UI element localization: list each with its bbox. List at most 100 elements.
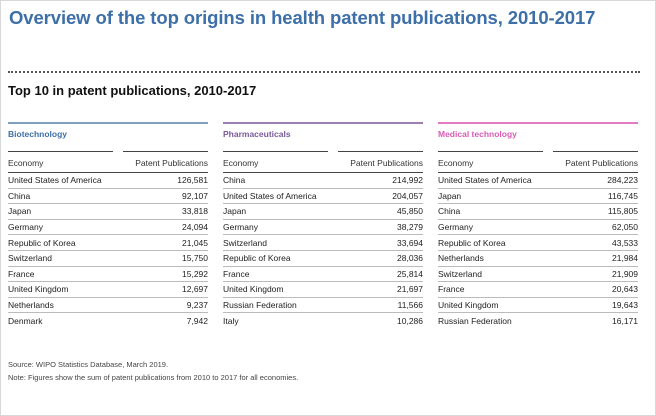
- value-cell: 43,533: [612, 237, 638, 248]
- value-cell: 284,223: [607, 175, 638, 186]
- economy-cell: Russian Federation: [438, 315, 512, 326]
- table-row: France 25,814: [223, 267, 423, 283]
- value-cell: 126,581: [177, 175, 208, 186]
- table-row: China 115,805: [438, 204, 638, 220]
- table-row: Russian Federation 11,566: [223, 298, 423, 314]
- dotted-divider: [8, 71, 640, 73]
- value-cell: 9,237: [186, 300, 208, 311]
- economy-cell: Switzerland: [223, 237, 267, 248]
- panel-accent-rule: [8, 122, 208, 124]
- value-cell: 11,566: [397, 300, 423, 311]
- table-body: China 214,992 United States of America 204…: [223, 172, 423, 328]
- table-row: United States of America 204,057: [223, 189, 423, 205]
- economy-cell: Japan: [8, 206, 32, 217]
- economy-header: Economy: [8, 158, 44, 168]
- medical-technology-panel: Medical technology Economy Patent Public…: [438, 122, 638, 328]
- economy-cell: Republic of Korea: [438, 237, 506, 248]
- table-row: France 20,643: [438, 282, 638, 298]
- value-cell: 33,694: [397, 237, 423, 248]
- economy-cell: United States of America: [438, 175, 532, 186]
- economy-cell: Netherlands: [438, 253, 484, 264]
- column-headers: Economy Patent Publications: [223, 151, 423, 168]
- economy-cell: Japan: [438, 190, 462, 201]
- table-row: United Kingdom 21,697: [223, 282, 423, 298]
- table-row: United Kingdom 12,697: [8, 282, 208, 298]
- value-cell: 7,942: [186, 315, 208, 326]
- value-cell: 15,750: [182, 253, 208, 264]
- pharmaceuticals-panel: Pharmaceuticals Economy Patent Publicati…: [223, 122, 423, 328]
- table-row: Russian Federation 16,171: [438, 313, 638, 328]
- page-title: Overview of the top origins in health pa…: [9, 7, 596, 28]
- table-row: Republic of Korea 21,045: [8, 235, 208, 251]
- value-cell: 21,697: [397, 284, 423, 295]
- publications-header: Patent Publications: [565, 158, 638, 168]
- value-cell: 21,045: [182, 237, 208, 248]
- value-cell: 20,643: [612, 284, 638, 295]
- table-row: Germany 62,050: [438, 220, 638, 236]
- value-cell: 115,805: [607, 206, 638, 217]
- table-body: United States of America 126,581 China 92,…: [8, 172, 208, 328]
- economy-cell: Germany: [8, 222, 43, 233]
- value-cell: 19,643: [612, 300, 638, 311]
- value-cell: 15,292: [182, 268, 208, 279]
- biotechnology-panel: Biotechnology Economy Patent Publication…: [8, 122, 208, 328]
- table-row: Japan 116,745: [438, 189, 638, 205]
- panel-accent-rule: [438, 122, 638, 124]
- table-row: Germany 38,279: [223, 220, 423, 236]
- value-cell: 116,745: [607, 190, 638, 201]
- value-cell: 33,818: [182, 206, 208, 217]
- economy-cell: United States of America: [8, 175, 102, 186]
- economy-cell: Republic of Korea: [223, 253, 291, 264]
- panel-title: Biotechnology: [8, 129, 68, 139]
- economy-header: Economy: [223, 158, 259, 168]
- source-note: Source: WIPO Statistics Database, March …: [8, 360, 169, 369]
- table-row: Switzerland 15,750: [8, 251, 208, 267]
- economy-header: Economy: [438, 158, 474, 168]
- table-row: Netherlands 21,984: [438, 251, 638, 267]
- table-row: Switzerland 33,694: [223, 235, 423, 251]
- table-row: China 214,992: [223, 173, 423, 189]
- column-headers: Economy Patent Publications: [8, 151, 208, 168]
- economy-cell: Russian Federation: [223, 300, 297, 311]
- value-cell: 38,279: [397, 222, 423, 233]
- table-row: Japan 45,850: [223, 204, 423, 220]
- economy-cell: United States of America: [223, 190, 317, 201]
- publications-header: Patent Publications: [135, 158, 208, 168]
- table-body: United States of America 284,223 Japan 116…: [438, 172, 638, 328]
- table-row: Switzerland 21,909: [438, 267, 638, 283]
- value-cell: 21,909: [612, 268, 638, 279]
- value-cell: 21,984: [612, 253, 638, 264]
- table-row: United States of America 126,581: [8, 173, 208, 189]
- economy-cell: Germany: [438, 222, 473, 233]
- economy-cell: France: [223, 268, 250, 279]
- publications-header: Patent Publications: [350, 158, 423, 168]
- economy-cell: United Kingdom: [8, 284, 69, 295]
- table-row: United States of America 284,223: [438, 173, 638, 189]
- table-row: Denmark 7,942: [8, 313, 208, 328]
- table-row: China 92,107: [8, 189, 208, 205]
- value-cell: 204,057: [392, 190, 423, 201]
- economy-cell: Republic of Korea: [8, 237, 76, 248]
- value-cell: 25,814: [397, 268, 423, 279]
- panel-title: Pharmaceuticals: [223, 129, 291, 139]
- economy-cell: China: [8, 190, 31, 201]
- economy-cell: France: [8, 268, 35, 279]
- economy-cell: China: [438, 206, 461, 217]
- economy-cell: Germany: [223, 222, 258, 233]
- value-cell: 92,107: [182, 190, 208, 201]
- table-row: Japan 33,818: [8, 204, 208, 220]
- table-row: United Kingdom 19,643: [438, 298, 638, 314]
- economy-cell: Italy: [223, 315, 239, 326]
- panel-title: Medical technology: [438, 129, 517, 139]
- economy-cell: Japan: [223, 206, 247, 217]
- table-row: Republic of Korea 28,036: [223, 251, 423, 267]
- economy-cell: France: [438, 284, 465, 295]
- value-cell: 16,171: [612, 315, 638, 326]
- table-row: Netherlands 9,237: [8, 298, 208, 314]
- figures-note: Note: Figures show the sum of patent pub…: [8, 373, 299, 382]
- economy-cell: Switzerland: [8, 253, 52, 264]
- value-cell: 12,697: [182, 284, 208, 295]
- column-headers: Economy Patent Publications: [438, 151, 638, 168]
- table-row: France 15,292: [8, 267, 208, 283]
- value-cell: 45,850: [397, 206, 423, 217]
